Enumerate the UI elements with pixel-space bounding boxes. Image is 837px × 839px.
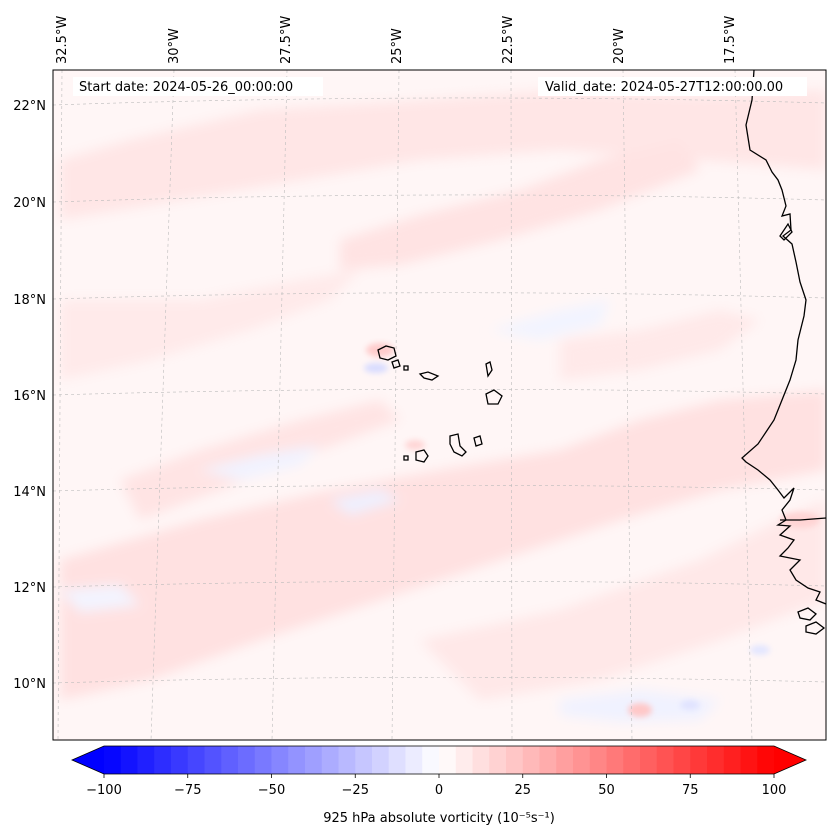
colorbar-segment: [740, 746, 758, 774]
colorbar: −100 −75 −50 −25 0 25 50 75 100 925 hPa …: [71, 745, 807, 826]
island-santa-luzia: [403, 365, 409, 371]
colorbar-segment: [305, 746, 323, 774]
colorbar-tick-label: 50: [598, 783, 615, 798]
cape-verde-islands: [377, 345, 503, 463]
colorbar-tick-label: 0: [435, 783, 443, 798]
colorbar-segment: [338, 746, 356, 774]
plot-area: [53, 70, 826, 740]
colorbar-segment: [623, 746, 641, 774]
colorbar-segment: [321, 746, 340, 774]
island-santiago: [449, 433, 467, 457]
lat-label: 16°N: [13, 389, 46, 404]
colorbar-tick-label: 75: [682, 783, 699, 798]
colorbar-extend-min: [72, 746, 104, 774]
start-date-box: [73, 77, 323, 96]
latitude-labels: 22°N 20°N 18°N 16°N 14°N 12°N 10°N: [13, 99, 46, 692]
colorbar-segment: [104, 746, 122, 774]
colorbar-segment: [539, 746, 557, 774]
coast-inlet-1: [780, 517, 826, 521]
colorbar-segment: [556, 746, 574, 774]
gridlines: [53, 70, 826, 740]
colorbar-segment: [723, 746, 742, 774]
colorbar-segment: [187, 746, 206, 774]
lon-label: 20°W: [612, 28, 627, 64]
colorbar-segment: [372, 746, 390, 774]
colorbar-segment: [707, 746, 725, 774]
colorbar-segment: [271, 746, 289, 774]
colorbar-tick-label: −75: [174, 783, 201, 798]
colorbar-segment: [137, 746, 155, 774]
island-fogo: [415, 449, 429, 463]
island-boa-vista: [485, 389, 503, 405]
colorbar-ticks: [103, 774, 775, 778]
colorbar-segment: [656, 746, 675, 774]
lat-label: 12°N: [13, 581, 46, 596]
colorbar-segment: [522, 746, 541, 774]
plot-frame: [52, 69, 827, 741]
colorbar-segment: [455, 746, 474, 774]
lon-label: 22.5°W: [501, 16, 516, 64]
island-brava: [403, 455, 409, 461]
lat-label: 14°N: [13, 485, 46, 500]
island-santo-antao: [377, 345, 397, 361]
colorbar-segments: [72, 746, 806, 774]
colorbar-segment: [238, 746, 256, 774]
island-sao-nicolau: [418, 371, 440, 381]
colorbar-segment: [606, 746, 624, 774]
colorbar-segment: [673, 746, 691, 774]
coast-islands-guinea: [797, 607, 826, 635]
colorbar-tick-labels: −100 −75 −50 −25 0 25 50 75 100: [86, 783, 786, 798]
lon-label: 27.5°W: [279, 16, 294, 64]
lon-label: 30°W: [167, 28, 182, 64]
longitude-labels: 32.5°W 30°W 27.5°W 25°W 22.5°W 20°W 17.5…: [55, 16, 738, 64]
lon-label: 25°W: [390, 28, 405, 64]
lat-label: 10°N: [13, 677, 46, 692]
colorbar-extend-max: [774, 746, 806, 774]
colorbar-segment: [221, 746, 239, 774]
lat-label: 22°N: [13, 99, 46, 114]
colorbar-segment: [355, 746, 373, 774]
vorticity-field: [60, 90, 826, 722]
lat-label: 18°N: [13, 293, 46, 308]
start-date-text: Start date: 2024-05-26_00:00:00: [79, 80, 293, 95]
colorbar-tick-label: −25: [342, 783, 369, 798]
colorbar-tick-label: 25: [514, 783, 531, 798]
colorbar-segment: [422, 746, 440, 774]
colorbar-segment: [154, 746, 172, 774]
colorbar-segment: [640, 746, 658, 774]
colorbar-segment: [573, 746, 591, 774]
colorbar-segment: [439, 746, 457, 774]
colorbar-segment: [288, 746, 306, 774]
island-sao-vicente: [391, 359, 401, 369]
africa-coastline: [741, 70, 826, 605]
valid-date-box: [538, 77, 807, 96]
colorbar-segment: [589, 746, 608, 774]
colorbar-segment: [171, 746, 189, 774]
colorbar-segment: [120, 746, 139, 774]
island-sal: [485, 361, 493, 378]
colorbar-segment: [472, 746, 490, 774]
colorbar-segment: [405, 746, 423, 774]
coast-small-islets: [779, 222, 793, 241]
vorticity-highlights: [364, 343, 820, 717]
colorbar-tick-label: −100: [86, 783, 122, 798]
colorbar-segment: [489, 746, 507, 774]
valid-date-text: Valid_date: 2024-05-27T12:00:00.00: [545, 80, 783, 95]
colorbar-label: 925 hPa absolute vorticity (10⁻⁵s⁻¹): [323, 811, 555, 826]
colorbar-segment: [757, 746, 775, 774]
coastline: [741, 70, 826, 635]
lon-label: 17.5°W: [723, 16, 738, 64]
colorbar-segment: [254, 746, 273, 774]
lat-label: 20°N: [13, 196, 46, 211]
colorbar-segment: [204, 746, 222, 774]
colorbar-segment: [690, 746, 708, 774]
lon-label: 32.5°W: [55, 16, 70, 64]
colorbar-segment: [506, 746, 524, 774]
colorbar-tick-label: −50: [258, 783, 285, 798]
colorbar-tick-label: 100: [762, 783, 787, 798]
colorbar-segment: [388, 746, 407, 774]
island-maio: [473, 435, 483, 447]
